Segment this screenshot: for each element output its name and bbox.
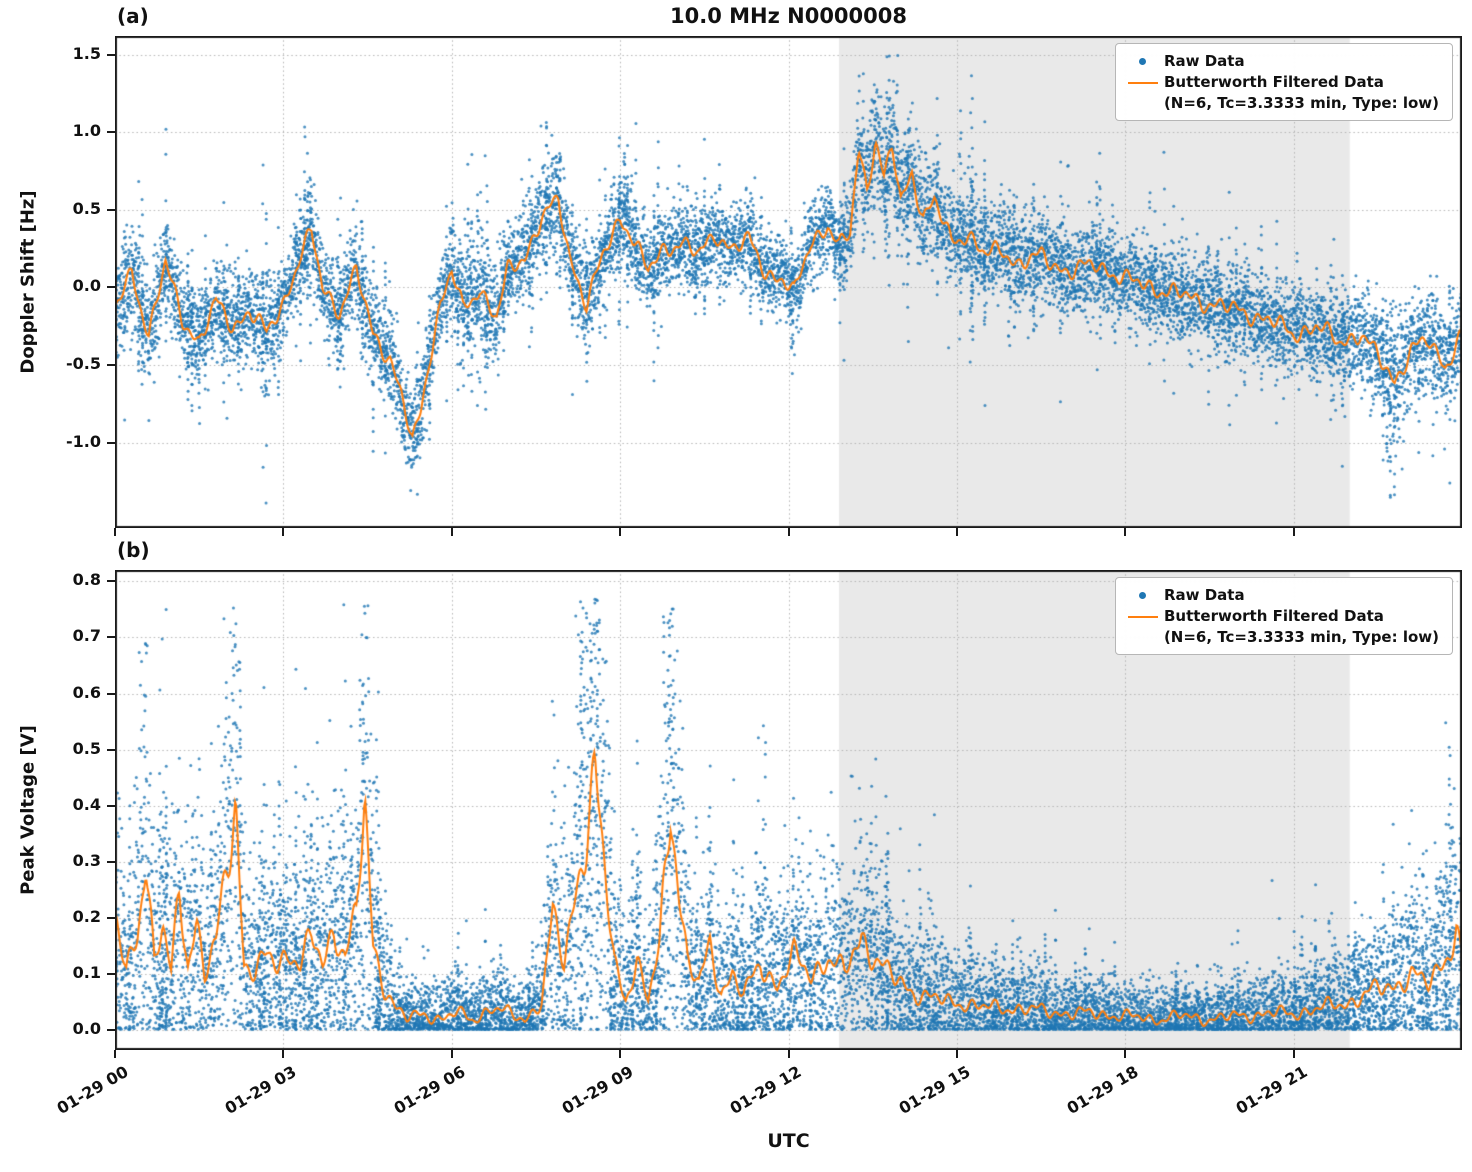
panel-b-label: (b) bbox=[117, 538, 150, 562]
legend-raw-row: Raw Data bbox=[1122, 51, 1439, 72]
x-tick-label: 01-29 21 bbox=[1232, 1062, 1311, 1118]
y-tick-mark bbox=[107, 441, 115, 444]
y-tick-label: 0.1 bbox=[72, 963, 101, 983]
y-tick-mark bbox=[107, 860, 115, 863]
raw-data-marker-icon bbox=[1139, 58, 1147, 65]
y-tick-mark bbox=[107, 208, 115, 211]
y-tick-mark bbox=[107, 131, 115, 134]
x-tick-mark bbox=[787, 1050, 790, 1058]
x-tick-label: 01-29 15 bbox=[895, 1062, 974, 1118]
legend-filtered-params: (N=6, Tc=3.3333 min, Type: low) bbox=[1163, 627, 1439, 646]
x-tick-mark bbox=[955, 528, 958, 536]
y-tick-label: 0.5 bbox=[72, 198, 101, 218]
y-tick-label: 1.0 bbox=[72, 121, 101, 141]
y-tick-mark bbox=[107, 804, 115, 807]
legend-filtered-label: Butterworth Filtered Data bbox=[1163, 73, 1384, 91]
figure-title: 10.0 MHz N0000008 bbox=[670, 4, 907, 28]
y-tick-label: 0.7 bbox=[72, 626, 101, 646]
x-tick-mark bbox=[114, 1050, 116, 1058]
x-tick-mark bbox=[619, 528, 622, 536]
x-tick-mark bbox=[619, 1050, 622, 1058]
y-tick-mark bbox=[107, 580, 115, 583]
y-tick-mark bbox=[107, 636, 115, 639]
x-tick-mark bbox=[114, 528, 116, 536]
x-tick-mark bbox=[450, 1050, 453, 1058]
x-tick-label: 01-29 00 bbox=[53, 1062, 132, 1118]
raw-data-marker-icon bbox=[1139, 592, 1147, 599]
filtered-data-marker-icon bbox=[1127, 615, 1158, 618]
y-tick-label: 0.2 bbox=[72, 907, 101, 927]
y-tick-label: 0.8 bbox=[72, 570, 101, 590]
legend-raw-label: Raw Data bbox=[1163, 586, 1245, 604]
panel-a-legend: Raw Data Butterworth Filtered Data (N=6,… bbox=[1114, 43, 1453, 122]
legend-raw-row: Raw Data bbox=[1122, 585, 1439, 606]
x-tick-label: 01-29 09 bbox=[558, 1062, 637, 1118]
y-tick-mark bbox=[107, 53, 115, 56]
x-tick-label: 01-29 18 bbox=[1063, 1062, 1142, 1118]
x-tick-mark bbox=[282, 1050, 285, 1058]
panel-a-label: (a) bbox=[117, 4, 149, 28]
y-tick-mark bbox=[107, 286, 115, 289]
x-tick-mark bbox=[1124, 1050, 1127, 1058]
legend-filtered-row: Butterworth Filtered Data (N=6, Tc=3.333… bbox=[1122, 606, 1439, 647]
y-tick-mark bbox=[107, 1029, 115, 1032]
y-tick-mark bbox=[107, 748, 115, 751]
legend-filtered-row: Butterworth Filtered Data (N=6, Tc=3.333… bbox=[1122, 72, 1439, 113]
y-tick-label: 0.3 bbox=[72, 850, 101, 870]
legend-filtered-params: (N=6, Tc=3.3333 min, Type: low) bbox=[1163, 93, 1439, 112]
y-tick-mark bbox=[107, 973, 115, 976]
x-tick-mark bbox=[1292, 528, 1295, 536]
y-tick-mark bbox=[107, 917, 115, 920]
x-tick-label: 01-29 03 bbox=[221, 1062, 300, 1118]
y-tick-mark bbox=[107, 364, 115, 367]
x-axis-label: UTC bbox=[767, 1130, 810, 1152]
x-tick-mark bbox=[955, 1050, 958, 1058]
y-tick-label: 0.4 bbox=[72, 794, 101, 814]
panel-b-legend: Raw Data Butterworth Filtered Data (N=6,… bbox=[1114, 577, 1453, 656]
legend-raw-label: Raw Data bbox=[1163, 52, 1245, 70]
x-tick-mark bbox=[1124, 528, 1127, 536]
y-tick-label: -1.0 bbox=[66, 431, 101, 451]
y-tick-label: 0.0 bbox=[72, 276, 101, 296]
y-tick-label: 0.6 bbox=[72, 682, 101, 702]
x-tick-mark bbox=[450, 528, 453, 536]
filtered-data-marker-icon bbox=[1127, 81, 1158, 84]
x-tick-mark bbox=[1292, 1050, 1295, 1058]
x-tick-mark bbox=[282, 528, 285, 536]
y-tick-label: 1.5 bbox=[72, 43, 101, 63]
legend-filtered-label: Butterworth Filtered Data bbox=[1163, 607, 1384, 625]
x-tick-mark bbox=[787, 528, 790, 536]
y-tick-mark bbox=[107, 692, 115, 695]
y-tick-label: 0.5 bbox=[72, 738, 101, 758]
panel-b-plot: Raw Data Butterworth Filtered Data (N=6,… bbox=[115, 570, 1462, 1050]
y-tick-label: -0.5 bbox=[66, 354, 101, 374]
panel-a-plot: Raw Data Butterworth Filtered Data (N=6,… bbox=[115, 36, 1462, 528]
y-tick-label: 0.0 bbox=[72, 1019, 101, 1039]
x-tick-label: 01-29 06 bbox=[390, 1062, 469, 1118]
x-tick-label: 01-29 12 bbox=[727, 1062, 805, 1118]
